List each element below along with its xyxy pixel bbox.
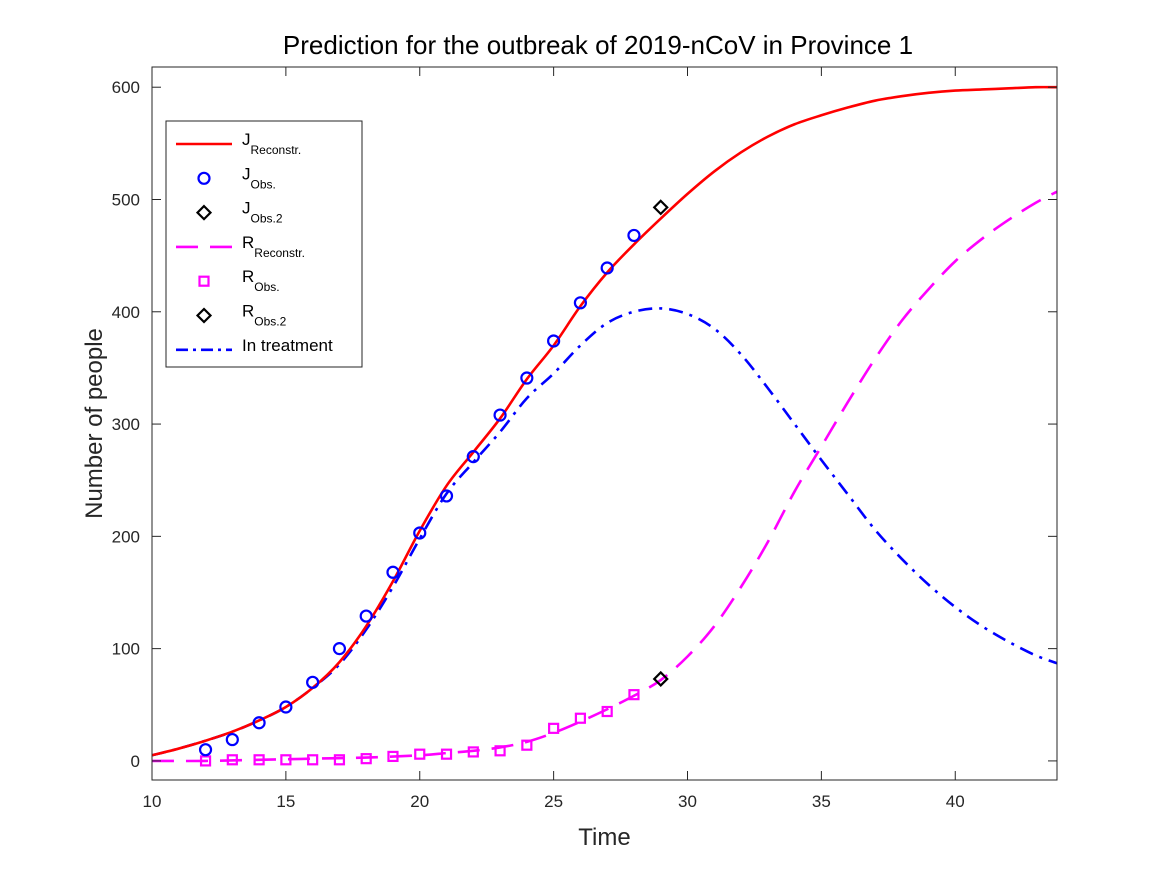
legend-item-r-obs-label-sub: Obs.	[254, 280, 279, 294]
legend-item-j-reconstr: JReconstr.	[176, 130, 301, 157]
series-j-obs-point	[386, 565, 400, 579]
legend-item-j-obs-2-swatch	[195, 204, 213, 221]
legend-item-j-obs-2: JObs.2	[195, 199, 283, 226]
series-j-obs-point	[466, 450, 480, 464]
legend-item-r-reconstr: RReconstr.	[176, 233, 305, 260]
series-j-obs-point	[225, 732, 239, 747]
legend: JReconstr.JObs.JObs.2RReconstr.RObs.RObs…	[165, 120, 363, 368]
series-r-obs-2-point	[652, 670, 669, 688]
series-j-obs-point	[439, 489, 454, 503]
series-j-obs-2	[652, 199, 669, 216]
y-tick-label: 0	[131, 752, 140, 771]
legend-item-r-reconstr-label-main: R	[242, 233, 254, 252]
chart-title: Prediction for the outbreak of 2019-nCoV…	[283, 30, 913, 60]
series-j-obs	[198, 228, 641, 757]
series-j-obs-point	[413, 526, 427, 540]
x-axis-title: Time	[578, 824, 630, 851]
y-axis-title: Number of people	[81, 328, 108, 519]
series-r-obs-point	[280, 754, 292, 766]
legend-item-r-obs: RObs.	[198, 267, 280, 294]
x-tick-label: 30	[678, 792, 697, 811]
legend-item-r-obs-label-main: R	[242, 267, 254, 286]
y-tick-label: 600	[112, 78, 140, 97]
legend-item-j-obs-label-main: J	[242, 164, 251, 183]
legend-item-j-obs-2-label-sub: Obs.2	[251, 212, 283, 226]
legend-item-r-obs-label: RObs.	[242, 267, 280, 294]
legend-item-j-reconstr-label: JReconstr.	[242, 130, 301, 157]
legend-item-in-treatment-label: In treatment	[242, 336, 333, 355]
series-j-obs-point	[547, 334, 561, 348]
series-r-reconstr	[152, 190, 1057, 763]
series-j-obs-point	[306, 675, 320, 689]
legend-item-r-obs-2: RObs.2	[195, 302, 287, 329]
x-tick-label: 20	[410, 792, 429, 811]
series-j-obs-point	[332, 642, 347, 656]
series-j-obs-point	[279, 700, 293, 714]
series-r-obs-point	[521, 739, 533, 751]
series-r-obs-point	[226, 754, 238, 766]
series-j-obs-point	[627, 228, 641, 243]
legend-item-r-obs-swatch	[198, 275, 210, 287]
legend-item-j-obs-label: JObs.	[242, 164, 276, 191]
legend-item-j-obs-label-sub: Obs.	[251, 177, 276, 191]
series-j-obs-point	[252, 716, 266, 730]
series-r-obs-point	[548, 722, 560, 734]
y-tick-label: 200	[112, 527, 140, 546]
y-tick-label: 300	[112, 415, 140, 434]
legend-item-r-obs-2-label-main: R	[242, 302, 254, 321]
legend-item-r-obs-2-label: RObs.2	[242, 302, 287, 329]
x-tick-label: 15	[276, 792, 295, 811]
legend-item-j-reconstr-label-main: J	[242, 130, 251, 149]
series-r-obs-point	[628, 689, 640, 701]
series-r-obs-point	[574, 712, 587, 724]
series-r-obs-point	[333, 754, 346, 766]
series-r-obs-point	[494, 745, 506, 757]
legend-item-j-obs-2-label-main: J	[242, 199, 251, 218]
legend-item-j-obs-2-label: JObs.2	[242, 199, 283, 226]
legend-box	[165, 120, 363, 368]
legend-item-r-reconstr-label: RReconstr.	[242, 233, 305, 260]
series-r-obs-2	[652, 670, 669, 688]
x-tick-label: 10	[143, 792, 162, 811]
legend-item-j-obs-swatch	[197, 171, 211, 185]
legend-item-j-obs: JObs.	[197, 164, 276, 191]
series-r-obs-point	[253, 754, 265, 766]
series-j-obs-point	[573, 296, 588, 310]
y-tick-label: 500	[112, 190, 140, 209]
series-layer	[152, 85, 1057, 767]
x-tick-label: 25	[544, 792, 563, 811]
series-r-obs-point	[199, 755, 212, 767]
legend-item-r-reconstr-label-sub: Reconstr.	[254, 246, 305, 260]
series-r-obs-point	[440, 748, 453, 760]
legend-item-r-obs-2-label-sub: Obs.2	[254, 315, 286, 329]
x-tick-label: 40	[946, 792, 965, 811]
series-j-obs-point	[493, 408, 507, 422]
legend-item-in-treatment: In treatment	[176, 336, 333, 355]
axes-box	[151, 66, 1058, 781]
legend-item-r-obs-2-swatch	[195, 307, 213, 324]
series-r-obs-point	[467, 746, 479, 758]
series-r-reconstr-line	[152, 190, 1057, 763]
series-j-obs-point	[520, 371, 534, 385]
series-r-obs-point	[360, 753, 372, 765]
series-j-obs-point	[198, 743, 213, 757]
legend-item-in-treatment-label-main: In treatment	[242, 336, 333, 355]
series-j-obs-2-point	[652, 199, 669, 216]
legend-item-j-reconstr-label-sub: Reconstr.	[251, 143, 302, 157]
series-r-obs-point	[387, 750, 399, 763]
series-r-obs	[199, 689, 640, 767]
series-r-obs-point	[601, 705, 613, 718]
series-r-obs-point	[307, 754, 319, 766]
y-tick-label: 100	[112, 640, 140, 659]
series-j-obs-point	[600, 261, 614, 275]
series-j-obs-point	[359, 609, 373, 623]
x-tick-label: 35	[812, 792, 831, 811]
series-r-obs-point	[414, 748, 426, 760]
y-tick-label: 400	[112, 303, 140, 322]
